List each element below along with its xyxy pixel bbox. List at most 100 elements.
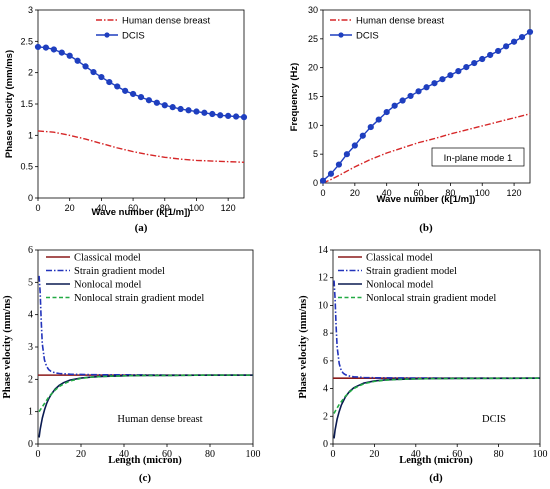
chart-c: 0 20 40 60 80 100 0 1 2 3 4 5 6 Length (micron) Phase …	[2, 245, 261, 484]
y-tick-label: 4	[28, 310, 33, 321]
x-tick-label: 60	[452, 449, 462, 460]
legend: Human dense breast DCIS	[330, 16, 445, 42]
y-tick-label: 2.5	[20, 36, 33, 46]
legend-entry: DCIS	[356, 31, 379, 42]
subfigure-caption: (c)	[139, 472, 152, 484]
y-tick-label: 25	[308, 34, 318, 44]
x-axis-label: Wave number (k[1/m])	[92, 207, 191, 218]
legend-marker	[338, 32, 344, 38]
x-tick-label: 60	[162, 449, 172, 460]
data-point	[423, 84, 430, 91]
data-point	[74, 57, 81, 64]
chart-d: 0 20 40 60 80 100 0 2 4 6 8 10 12 14 Length (micron) Ph…	[298, 245, 548, 484]
data-point	[129, 90, 137, 98]
y-tick-label: 0	[313, 178, 318, 188]
x-tick-label: 0	[320, 188, 325, 198]
legend-entry: Classical model	[366, 253, 433, 264]
data-point	[518, 34, 526, 41]
annotation-box	[431, 147, 525, 167]
data-point	[407, 92, 414, 100]
y-tick-label: 12	[318, 273, 328, 284]
y-tick-label: 3	[28, 5, 33, 15]
y-tick-label: 1.5	[20, 99, 33, 109]
data-point	[455, 68, 462, 75]
data-point	[98, 73, 105, 81]
data-point	[479, 55, 486, 63]
x-tick-label: 60	[414, 188, 424, 198]
y-tick-label: 1	[28, 130, 33, 140]
data-point	[359, 132, 366, 139]
data-point	[114, 83, 121, 90]
annotation-text: In-plane mode 1	[444, 153, 513, 164]
data-point	[82, 63, 89, 70]
series-line-1	[38, 275, 253, 376]
x-tick-label: 80	[160, 203, 170, 213]
data-point	[319, 177, 327, 184]
series-line-3	[333, 377, 541, 414]
legend-entry: Nonlocal strain gradient model	[74, 293, 204, 304]
subfigure-caption: (b)	[419, 222, 433, 234]
y-tick-label: 2	[28, 374, 33, 385]
subfigure-caption: (d)	[429, 472, 443, 484]
data-point	[487, 51, 494, 59]
x-tick-label: 40	[382, 188, 392, 198]
legend-entry: Nonlocal strain gradient model	[366, 293, 496, 304]
data-point	[193, 108, 200, 115]
x-tick-label: 80	[205, 449, 215, 460]
x-tick-label: 100	[189, 203, 204, 213]
y-tick-label: 3	[28, 342, 33, 353]
y-tick-label: 0	[323, 439, 328, 450]
legend-entry: DCIS	[122, 31, 145, 42]
x-axis-label: Length (micron)	[108, 455, 182, 466]
data-point	[367, 123, 374, 131]
y-axis-label: Phase velocity (mm/ns)	[2, 295, 13, 399]
y-tick-label: 5	[28, 277, 33, 288]
legend-entry: Strain gradient model	[74, 266, 165, 277]
data-point	[383, 108, 390, 116]
y-tick-label: 6	[323, 356, 328, 367]
plot-frame	[332, 249, 541, 445]
data-point	[201, 109, 208, 116]
y-tick-label: 6	[28, 245, 33, 256]
data-point	[391, 102, 398, 109]
legend: Classical model Strain gradient model Nonl…	[338, 253, 496, 304]
data-point	[399, 97, 406, 104]
series-line-3	[38, 374, 253, 413]
y-tick-label: 0	[28, 439, 33, 450]
data-point	[240, 114, 248, 121]
y-axis-label: Frequency (Hz)	[289, 63, 300, 132]
data-point	[232, 113, 240, 120]
legend-entry: Nonlocal model	[74, 280, 141, 291]
data-point	[415, 88, 422, 95]
data-point	[177, 105, 184, 113]
legend-marker	[104, 32, 110, 38]
x-tick-label: 20	[350, 188, 360, 198]
x-axis-label: Wave number (k[1/m])	[377, 194, 476, 205]
x-tick-label: 40	[119, 449, 129, 460]
data-point	[225, 112, 232, 120]
data-point	[58, 49, 65, 56]
data-point	[34, 43, 42, 51]
x-tick-label: 100	[475, 188, 490, 198]
data-point	[351, 142, 358, 149]
x-tick-label: 60	[128, 203, 138, 213]
y-tick-label: 10	[308, 120, 318, 130]
data-point	[495, 47, 502, 55]
data-point	[335, 161, 343, 168]
x-tick-label: 0	[35, 203, 40, 213]
y-tick-label: 20	[308, 63, 318, 73]
data-point	[169, 104, 176, 111]
data-point	[209, 110, 216, 118]
x-tick-label: 40	[411, 449, 421, 460]
annotation-text: DCIS	[482, 414, 506, 425]
y-tick-label: 0.5	[20, 162, 33, 172]
data-point	[526, 28, 534, 36]
x-tick-label: 100	[246, 449, 261, 460]
data-point	[327, 170, 335, 177]
data-point	[145, 97, 153, 104]
y-tick-label: 15	[308, 92, 318, 102]
series-line-0	[322, 113, 531, 184]
y-tick-label: 8	[323, 328, 328, 339]
y-tick-label: 2	[28, 68, 33, 78]
data-point	[161, 102, 168, 109]
